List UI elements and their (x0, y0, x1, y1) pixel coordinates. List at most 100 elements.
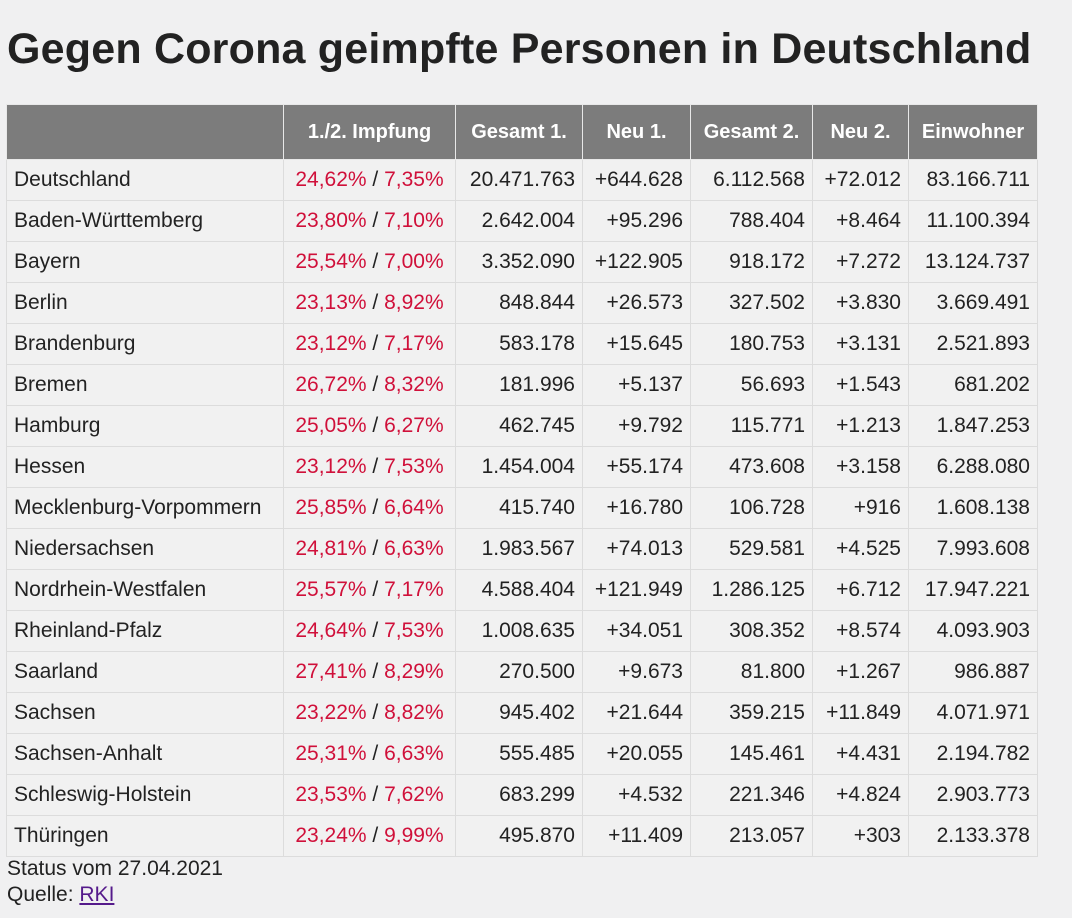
pct-separator: / (366, 824, 385, 847)
cell-neu-2: +3.158 (812, 446, 909, 488)
pct-second-dose: 7,53% (384, 619, 444, 642)
pct-separator: / (366, 701, 385, 724)
rki-link[interactable]: RKI (79, 883, 115, 906)
cell-impfung-pct: 23,80% / 7,10% (283, 200, 456, 242)
cell-neu-2: +8.574 (812, 610, 909, 652)
cell-neu-1: +74.013 (582, 528, 691, 570)
cell-impfung-pct: 23,24% / 9,99% (283, 815, 456, 857)
vaccination-table: 1./2. Impfung Gesamt 1. Neu 1. Gesamt 2.… (6, 104, 1038, 857)
pct-second-dose: 7,00% (384, 250, 444, 273)
cell-gesamt-2: 788.404 (690, 200, 813, 242)
cell-region: Sachsen-Anhalt (6, 733, 284, 775)
cell-region: Niedersachsen (6, 528, 284, 570)
cell-region: Rheinland-Pfalz (6, 610, 284, 652)
pct-first-dose: 23,13% (295, 291, 367, 314)
cell-impfung-pct: 24,81% / 6,63% (283, 528, 456, 570)
footer: Status vom 27.04.2021 Quelle: RKI (7, 856, 223, 908)
cell-region: Thüringen (6, 815, 284, 857)
cell-gesamt-1: 583.178 (455, 323, 583, 365)
cell-gesamt-2: 221.346 (690, 774, 813, 816)
pct-second-dose: 6,63% (384, 742, 444, 765)
table-row: Saarland 27,41% / 8,29% 270.500 +9.673 81.80… (6, 651, 1038, 693)
cell-einwohner: 83.166.711 (908, 159, 1038, 201)
cell-gesamt-2: 918.172 (690, 241, 813, 283)
cell-region: Bremen (6, 364, 284, 406)
cell-einwohner: 11.100.394 (908, 200, 1038, 242)
cell-einwohner: 17.947.221 (908, 569, 1038, 611)
cell-einwohner: 986.887 (908, 651, 1038, 693)
cell-einwohner: 6.288.080 (908, 446, 1038, 488)
cell-gesamt-2: 308.352 (690, 610, 813, 652)
cell-impfung-pct: 24,64% / 7,53% (283, 610, 456, 652)
cell-gesamt-1: 1.983.567 (455, 528, 583, 570)
cell-gesamt-1: 683.299 (455, 774, 583, 816)
cell-neu-2: +6.712 (812, 569, 909, 611)
pct-second-dose: 8,82% (384, 701, 444, 724)
pct-second-dose: 6,64% (384, 496, 444, 519)
cell-gesamt-1: 848.844 (455, 282, 583, 324)
header-row: 1./2. Impfung Gesamt 1. Neu 1. Gesamt 2.… (6, 104, 1038, 160)
cell-region: Bayern (6, 241, 284, 283)
pct-separator: / (366, 578, 385, 601)
pct-first-dose: 23,53% (295, 783, 367, 806)
cell-neu-1: +20.055 (582, 733, 691, 775)
cell-gesamt-2: 115.771 (690, 405, 813, 447)
cell-einwohner: 13.124.737 (908, 241, 1038, 283)
cell-neu-1: +95.296 (582, 200, 691, 242)
cell-einwohner: 4.093.903 (908, 610, 1038, 652)
pct-first-dose: 24,81% (295, 537, 367, 560)
table-row: Sachsen 23,22% / 8,82% 945.402 +21.644 359.2… (6, 692, 1038, 734)
pct-second-dose: 7,35% (384, 168, 444, 191)
cell-gesamt-2: 56.693 (690, 364, 813, 406)
cell-neu-1: +9.673 (582, 651, 691, 693)
cell-neu-2: +3.830 (812, 282, 909, 324)
cell-neu-2: +1.543 (812, 364, 909, 406)
cell-region: Nordrhein-Westfalen (6, 569, 284, 611)
pct-first-dose: 25,31% (295, 742, 367, 765)
source-line: Quelle: RKI (7, 882, 223, 908)
pct-first-dose: 23,12% (295, 332, 367, 355)
cell-neu-2: +8.464 (812, 200, 909, 242)
cell-gesamt-2: 145.461 (690, 733, 813, 775)
cell-einwohner: 681.202 (908, 364, 1038, 406)
cell-gesamt-2: 106.728 (690, 487, 813, 529)
table-row: Rheinland-Pfalz 24,64% / 7,53% 1.008.635 +3… (6, 610, 1038, 652)
cell-einwohner: 1.847.253 (908, 405, 1038, 447)
header-neu-2: Neu 2. (812, 104, 909, 160)
cell-impfung-pct: 24,62% / 7,35% (283, 159, 456, 201)
pct-first-dose: 27,41% (295, 660, 367, 683)
pct-second-dose: 7,17% (384, 578, 444, 601)
table-row: Hamburg 25,05% / 6,27% 462.745 +9.792 115.77… (6, 405, 1038, 447)
cell-gesamt-1: 20.471.763 (455, 159, 583, 201)
cell-impfung-pct: 23,53% / 7,62% (283, 774, 456, 816)
pct-second-dose: 8,92% (384, 291, 444, 314)
page: Gegen Corona geimpfte Personen in Deutsc… (0, 0, 1072, 74)
cell-neu-1: +16.780 (582, 487, 691, 529)
cell-gesamt-1: 495.870 (455, 815, 583, 857)
pct-separator: / (366, 373, 385, 396)
cell-einwohner: 1.608.138 (908, 487, 1038, 529)
pct-separator: / (366, 455, 385, 478)
pct-separator: / (366, 291, 385, 314)
cell-region: Berlin (6, 282, 284, 324)
cell-gesamt-1: 1.454.004 (455, 446, 583, 488)
cell-impfung-pct: 23,22% / 8,82% (283, 692, 456, 734)
cell-gesamt-1: 270.500 (455, 651, 583, 693)
cell-neu-1: +15.645 (582, 323, 691, 365)
cell-gesamt-1: 945.402 (455, 692, 583, 734)
table-row: Bremen 26,72% / 8,32% 181.996 +5.137 56.693 +… (6, 364, 1038, 406)
pct-first-dose: 25,57% (295, 578, 367, 601)
header-gesamt-1: Gesamt 1. (455, 104, 583, 160)
cell-impfung-pct: 26,72% / 8,32% (283, 364, 456, 406)
cell-region: Deutschland (6, 159, 284, 201)
cell-neu-2: +4.525 (812, 528, 909, 570)
cell-einwohner: 4.071.971 (908, 692, 1038, 734)
pct-separator: / (366, 209, 385, 232)
pct-first-dose: 25,05% (295, 414, 367, 437)
pct-first-dose: 24,62% (295, 168, 367, 191)
table-row: Nordrhein-Westfalen 25,57% / 7,17% 4.588.4… (6, 569, 1038, 611)
cell-neu-1: +9.792 (582, 405, 691, 447)
status-text: Status vom 27.04.2021 (7, 857, 223, 880)
pct-second-dose: 7,62% (384, 783, 444, 806)
cell-region: Mecklenburg-Vorpommern (6, 487, 284, 529)
